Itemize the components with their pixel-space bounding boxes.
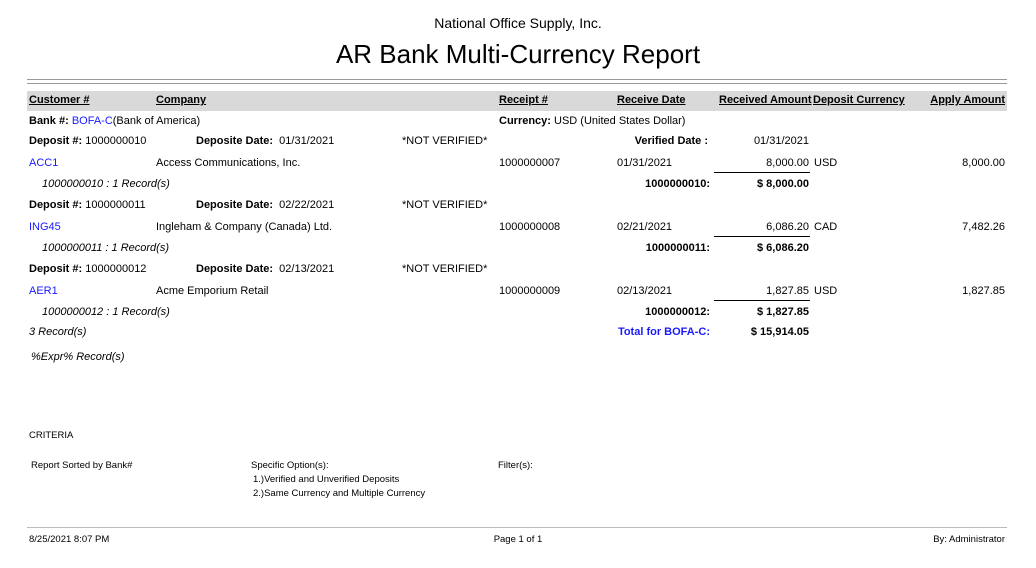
received-amount: 1,827.85 (766, 285, 809, 297)
bank-code-link[interactable]: BOFA-C (71, 115, 113, 127)
verification-status: *NOT VERIFIED* (402, 135, 488, 147)
customer-link[interactable]: AER1 (29, 285, 58, 297)
customer-link[interactable]: ACC1 (29, 157, 59, 169)
receive-date: 02/21/2021 (617, 221, 673, 233)
deposit-currency: USD (814, 285, 838, 297)
subtotal: $ 6,086.20 (757, 242, 809, 254)
currency-label: Currency: (499, 115, 551, 127)
currency-value: USD (United States Dollar) (554, 115, 686, 127)
received-amount: 6,086.20 (766, 221, 809, 233)
verification-status: *NOT VERIFIED* (402, 263, 488, 275)
deposit-date-label: Deposite Date: (196, 199, 274, 211)
deposit-date: 01/31/2021 (279, 135, 335, 147)
column-header-row: Customer # Company Receipt # Receive Dat… (27, 91, 1007, 111)
deposit-date: 02/22/2021 (279, 199, 335, 211)
title-divider (27, 79, 1007, 80)
subtotal-label: 1000000010: (645, 178, 710, 190)
currency-line: Currency: USD (United States Dollar) (499, 114, 685, 128)
deposit-label: Deposit #: (29, 135, 83, 147)
apply-amount: 7,482.26 (962, 221, 1005, 233)
title-divider-2 (27, 83, 1007, 84)
deposit-header: Deposit #: 1000000011 (29, 198, 146, 212)
company-name: Acme Emporium Retail (156, 285, 269, 297)
col-receive-date[interactable]: Receive Date (617, 94, 686, 106)
apply-amount: 8,000.00 (962, 157, 1005, 169)
deposit-header: Deposit #: 1000000012 (29, 262, 146, 276)
col-receipt[interactable]: Receipt # (499, 94, 548, 106)
bank-label: Bank #: (29, 115, 69, 127)
bank-total: $ 15,914.05 (750, 326, 809, 338)
col-customer[interactable]: Customer # (29, 94, 90, 106)
bank-records: 3 Record(s) (29, 326, 87, 338)
subtotal-rule (714, 172, 810, 173)
subtotal-label: 1000000011: (645, 242, 710, 254)
receive-date: 02/13/2021 (617, 285, 673, 297)
criteria-filters-label: Filter(s): (498, 460, 533, 471)
col-deposit-currency[interactable]: Deposit Currency (813, 94, 905, 106)
col-company[interactable]: Company (156, 94, 207, 106)
footer-page: Page 1 of 1 (493, 534, 543, 545)
company-name: Access Communications, Inc. (156, 157, 301, 169)
deposit-records: 1000000011 : 1 Record(s) (42, 242, 169, 254)
bank-line: Bank #: BOFA-C(Bank of America) (29, 114, 200, 128)
subtotal-rule (714, 300, 810, 301)
deposit-label: Deposit #: (29, 263, 83, 275)
footer-datetime: 8/25/2021 8:07 PM (29, 534, 110, 545)
criteria-options-label: Specific Option(s): (251, 460, 329, 471)
footer-by: By: Administrator (933, 534, 1005, 545)
expr-records: %Expr% Record(s) (31, 351, 125, 363)
subtotal-rule (714, 236, 810, 237)
report-title: AR Bank Multi-Currency Report (335, 39, 701, 69)
deposit-number: 1000000011 (85, 199, 146, 211)
verification-status: *NOT VERIFIED* (402, 199, 488, 211)
deposit-currency: USD (814, 157, 838, 169)
apply-amount: 1,827.85 (962, 285, 1005, 297)
deposit-date-label: Deposite Date: (196, 135, 274, 147)
subtotal: $ 1,827.85 (757, 306, 809, 318)
deposit-date-line: Deposite Date: 02/22/2021 (196, 198, 334, 212)
deposit-records: 1000000010 : 1 Record(s) (42, 178, 170, 190)
received-amount: 8,000.00 (766, 157, 809, 169)
criteria-title: CRITERIA (29, 430, 74, 441)
deposit-date-line: Deposite Date: 01/31/2021 (196, 134, 334, 148)
deposit-label: Deposit #: (29, 199, 83, 211)
verified-date: 01/31/2021 (753, 135, 809, 147)
col-received-amount[interactable]: Received Amount (719, 94, 812, 106)
company-name: Ingleham & Company (Canada) Ltd. (156, 221, 333, 233)
verified-date-label: Verified Date : (634, 135, 708, 147)
deposit-date-line: Deposite Date: 02/13/2021 (196, 262, 334, 276)
deposit-records: 1000000012 : 1 Record(s) (42, 306, 170, 318)
criteria-sorted: Report Sorted by Bank# (31, 460, 133, 471)
company-name: National Office Supply, Inc. (434, 15, 602, 31)
bank-name: (Bank of America) (112, 115, 201, 127)
receipt-number: 1000000007 (499, 157, 561, 169)
deposit-number: 1000000010 (85, 135, 147, 147)
col-apply-amount[interactable]: Apply Amount (930, 94, 1005, 106)
subtotal-label: 1000000012: (645, 306, 710, 318)
deposit-date-label: Deposite Date: (196, 263, 274, 275)
receipt-number: 1000000008 (499, 221, 561, 233)
receive-date: 01/31/2021 (617, 157, 673, 169)
footer-divider (27, 527, 1007, 528)
customer-link[interactable]: ING45 (29, 221, 61, 233)
subtotal: $ 8,000.00 (757, 178, 809, 190)
deposit-currency: CAD (814, 221, 838, 233)
deposit-header: Deposit #: 1000000010 (29, 134, 146, 148)
deposit-number: 1000000012 (85, 263, 147, 275)
bank-total-label: Total for BOFA-C: (617, 326, 710, 338)
criteria-option-2: 2.)Same Currency and Multiple Currency (253, 488, 426, 499)
deposit-date: 02/13/2021 (279, 263, 335, 275)
receipt-number: 1000000009 (499, 285, 561, 297)
criteria-option-1: 1.)Verified and Unverified Deposits (253, 474, 400, 485)
